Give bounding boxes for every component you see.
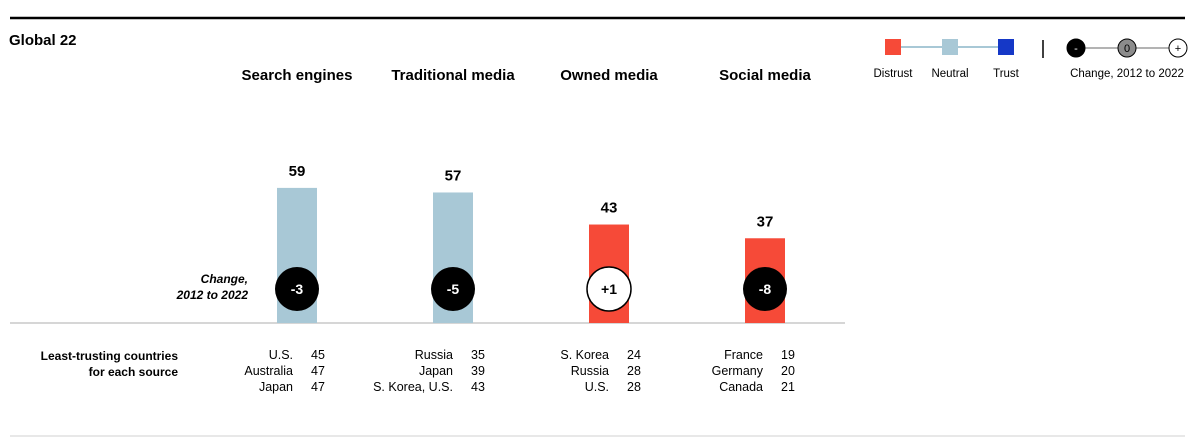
country-name: Russia (570, 364, 609, 378)
country-trust-value: 24 (627, 348, 641, 362)
change-label-social-media: -8 (759, 281, 772, 297)
country-name: Japan (418, 364, 453, 378)
country-trust-value: 43 (471, 380, 485, 394)
change-scale-label: Change, 2012 to 2022 (1070, 68, 1184, 80)
country-trust-value: 39 (471, 364, 485, 378)
least-trusting-caption: Least-trusting countries for each source (10, 348, 178, 380)
country-trust-value: 28 (627, 380, 641, 394)
change-label-search-engines: -3 (291, 281, 304, 297)
legend-swatch-neutral (942, 39, 958, 55)
legend-label-distrust: Distrust (874, 68, 914, 80)
country-trust-value: 35 (471, 348, 485, 362)
country-name: Japan (258, 380, 293, 394)
country-name: S. Korea, U.S. (373, 380, 453, 394)
value-label-search-engines: 59 (289, 163, 306, 180)
change-label-owned-media: +1 (601, 281, 617, 297)
bars-group: 59 -3 57 -5 43 +1 37 -8 (275, 163, 787, 323)
change-scale-zero-icon (1117, 38, 1137, 58)
country-trust-value: 47 (311, 380, 325, 394)
change-badge-traditional-media (431, 267, 475, 311)
country-trust-value: 20 (781, 364, 795, 378)
legend: Distrust Neutral Trust - 0 + Change, 2012 to 2… (874, 38, 1188, 80)
least-trusting-caption-line-2: for each source (88, 365, 178, 379)
change-caption-line-2: 2012 to 2022 (176, 288, 248, 302)
category-label-traditional-media: Traditional media (391, 67, 515, 84)
country-name: U.S. (584, 380, 609, 394)
country-name: Russia (414, 348, 453, 362)
change-label-traditional-media: -5 (447, 281, 460, 297)
legend-label-neutral: Neutral (931, 68, 968, 80)
legend-swatch-trust (998, 39, 1014, 55)
country-trust-value: 28 (627, 364, 641, 378)
country-name: S. Korea (560, 348, 609, 362)
country-name: France (724, 348, 763, 362)
country-name: Germany (711, 364, 763, 378)
value-label-traditional-media: 57 (445, 167, 462, 184)
change-scale-minus-icon (1066, 38, 1086, 58)
change-badge-search-engines (275, 267, 319, 311)
country-trust-value: 19 (781, 348, 795, 362)
change-caption-line-1: Change, (200, 272, 248, 286)
country-trust-value: 47 (311, 364, 325, 378)
country-trust-value: 21 (781, 380, 795, 394)
change-scale-minus-label: - (1074, 43, 1078, 55)
country-name: U.S. (268, 348, 293, 362)
country-trust-value: 45 (311, 348, 325, 362)
country-name: Australia (244, 364, 293, 378)
change-caption: Change, 2012 to 2022 (110, 271, 248, 303)
category-label-search-engines: Search engines (241, 67, 353, 84)
category-label-social-media: Social media (719, 67, 811, 84)
value-label-social-media: 37 (757, 213, 774, 230)
value-label-owned-media: 43 (601, 200, 618, 217)
change-scale-zero-label: 0 (1124, 43, 1130, 55)
change-badge-owned-media (586, 266, 632, 312)
change-scale-plus-label: + (1175, 43, 1181, 55)
least-trusting-caption-line-1: Least-trusting countries (40, 349, 178, 363)
category-label-owned-media: Owned media (560, 67, 658, 84)
country-name: Canada (719, 380, 763, 394)
region-title: Global 22 (9, 32, 77, 49)
legend-label-trust: Trust (993, 68, 1020, 80)
legend-swatch-distrust (885, 39, 901, 55)
change-badge-social-media (743, 267, 787, 311)
change-scale-plus-icon (1168, 38, 1188, 58)
